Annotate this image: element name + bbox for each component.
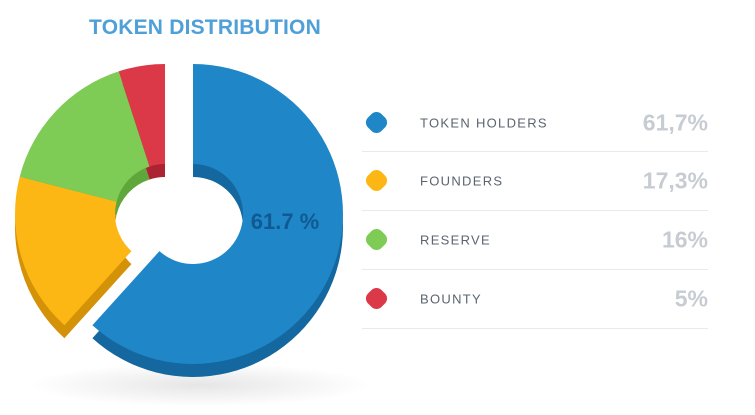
legend-item: FOUNDERS 17,3% <box>362 152 708 211</box>
legend-label: TOKEN HOLDERS <box>420 115 548 130</box>
legend-item: TOKEN HOLDERS 61,7% <box>362 94 708 152</box>
chart-title: TOKEN DISTRIBUTION <box>89 16 321 39</box>
legend-label: FOUNDERS <box>420 173 504 189</box>
legend-label: RESERVE <box>420 232 491 248</box>
slice-bounty <box>118 64 165 167</box>
donut-chart: 61.7 % <box>14 64 370 407</box>
slice-founders <box>15 176 132 326</box>
legend-value: 61,7% <box>642 109 708 135</box>
center-value-label: 61.7 % <box>251 209 320 234</box>
legend-marker <box>363 108 390 136</box>
legend-item: BOUNTY 5% <box>362 270 708 329</box>
slice-tops <box>15 64 344 365</box>
legend-label: BOUNTY <box>420 291 482 307</box>
slice-reserve <box>19 71 150 202</box>
legend-marker <box>363 226 390 253</box>
legend-value: 5% <box>674 285 708 312</box>
legend: TOKEN HOLDERS 61,7% FOUNDERS 17,3% RESERVE 16… <box>362 94 708 329</box>
legend-value: 16% <box>661 226 708 253</box>
chart-shadow <box>30 363 370 407</box>
legend-marker <box>363 167 390 194</box>
legend-marker <box>363 285 390 312</box>
legend-item: RESERVE 16% <box>362 211 708 270</box>
slice-token-holders <box>92 64 344 365</box>
legend-value: 17,3% <box>642 167 708 194</box>
